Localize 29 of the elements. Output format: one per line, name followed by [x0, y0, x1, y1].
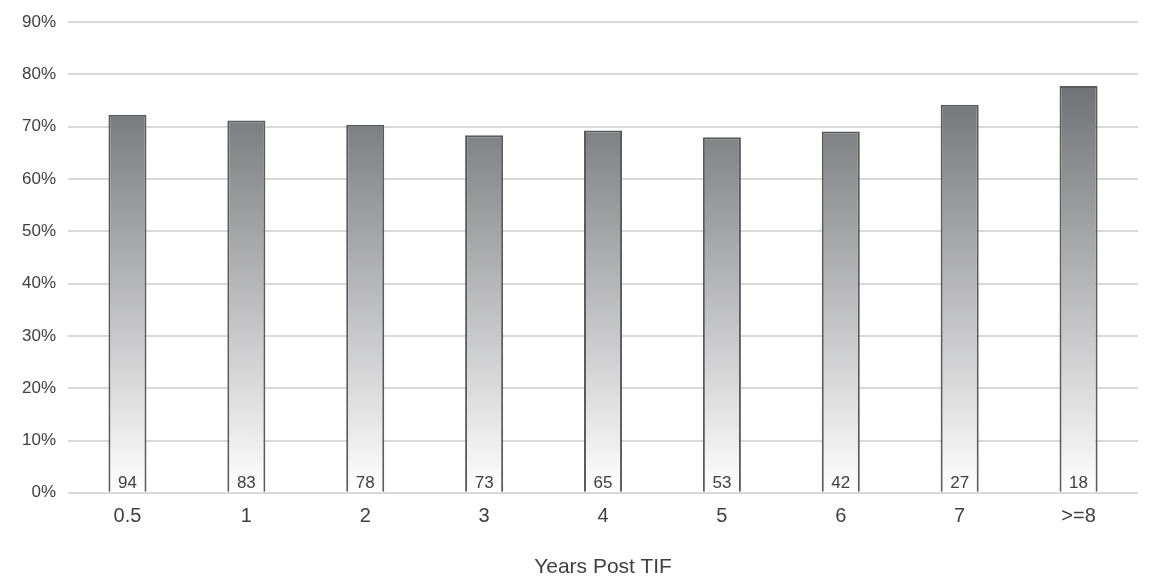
annotation: 94 [118, 472, 137, 492]
x-tick-label: 2 [359, 504, 371, 527]
y-tick-label: 70% [21, 116, 57, 136]
annotation: 78 [355, 472, 375, 492]
y-tick-label: 90% [21, 11, 57, 31]
x-tick-label: 0.5 [113, 504, 142, 527]
x-tick-label: 5 [716, 504, 728, 527]
y-tick-label: 10% [21, 430, 57, 450]
annotation: 65 [593, 472, 613, 492]
y-tick-label: 40% [21, 273, 57, 293]
x-tick-label: 6 [835, 504, 847, 527]
annotation: 27 [950, 472, 970, 492]
x-tick-label: 1 [240, 504, 252, 527]
x-tick-label: 3 [478, 504, 490, 527]
annotation: 73 [474, 472, 494, 492]
y-tick-label: 80% [21, 64, 57, 84]
x-tick-label: 7 [954, 504, 966, 527]
y-tick-label: 30% [21, 325, 57, 345]
y-tick-label: 20% [21, 377, 57, 397]
x-tick-label: 4 [597, 504, 609, 527]
x-tick-label: >=8 [1061, 504, 1096, 527]
annotation: 18 [1069, 472, 1089, 492]
y-tick-label: 0% [31, 482, 57, 502]
annotation: 42 [831, 472, 851, 492]
annotation: 83 [236, 472, 256, 492]
y-tick-label: 60% [21, 168, 57, 188]
annotation: 53 [712, 472, 732, 492]
y-tick-label: 50% [21, 221, 57, 241]
x-axis-title: Years Post TIF [534, 554, 672, 578]
